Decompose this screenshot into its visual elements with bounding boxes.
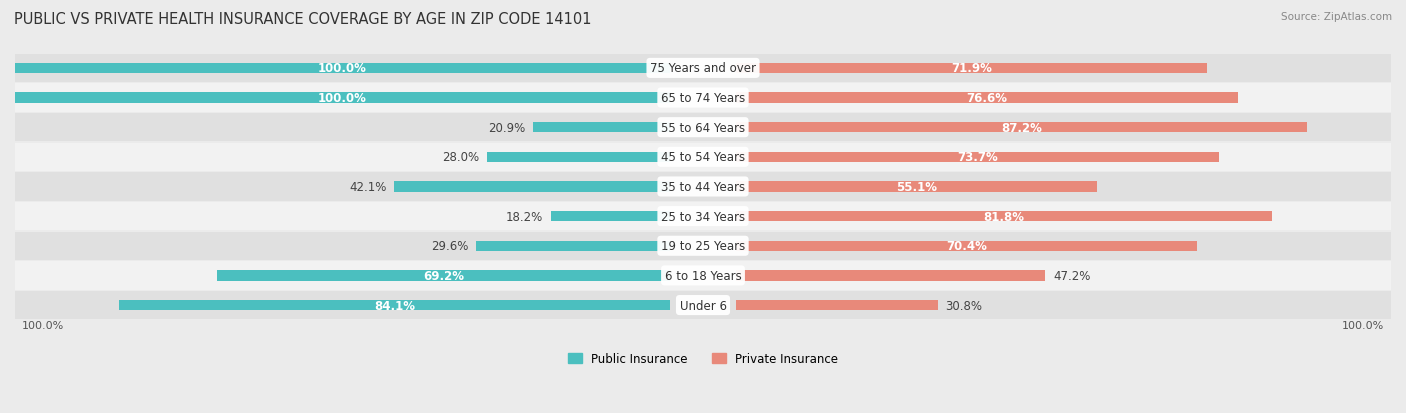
Bar	[15, 93, 671, 104]
Bar	[15, 55, 1391, 83]
Bar	[15, 143, 1391, 171]
Bar	[15, 173, 1391, 201]
Bar	[735, 93, 1237, 104]
Bar	[15, 202, 1391, 230]
Bar	[120, 300, 671, 311]
Text: 29.6%: 29.6%	[432, 240, 468, 253]
Bar	[15, 262, 1391, 290]
Text: 6 to 18 Years: 6 to 18 Years	[665, 269, 741, 282]
Bar	[735, 300, 938, 311]
Legend: Public Insurance, Private Insurance: Public Insurance, Private Insurance	[564, 348, 842, 370]
Text: 84.1%: 84.1%	[374, 299, 415, 312]
Bar	[735, 211, 1272, 222]
Text: 18.2%: 18.2%	[506, 210, 543, 223]
Text: Source: ZipAtlas.com: Source: ZipAtlas.com	[1281, 12, 1392, 22]
Text: 28.0%: 28.0%	[441, 151, 479, 164]
Text: 55 to 64 Years: 55 to 64 Years	[661, 121, 745, 134]
Text: 100.0%: 100.0%	[1343, 320, 1385, 330]
Text: 69.2%: 69.2%	[423, 269, 464, 282]
Bar	[735, 271, 1045, 281]
Text: 55.1%: 55.1%	[896, 180, 936, 194]
Text: PUBLIC VS PRIVATE HEALTH INSURANCE COVERAGE BY AGE IN ZIP CODE 14101: PUBLIC VS PRIVATE HEALTH INSURANCE COVER…	[14, 12, 592, 27]
Text: 30.8%: 30.8%	[945, 299, 983, 312]
Text: 25 to 34 Years: 25 to 34 Years	[661, 210, 745, 223]
Bar	[735, 64, 1206, 74]
Text: 42.1%: 42.1%	[349, 180, 387, 194]
Bar	[15, 291, 1391, 319]
Bar	[15, 84, 1391, 112]
Bar	[735, 123, 1308, 133]
Bar	[394, 182, 671, 192]
Text: 100.0%: 100.0%	[318, 62, 367, 75]
Bar	[533, 123, 671, 133]
Bar	[735, 152, 1219, 163]
Text: Under 6: Under 6	[679, 299, 727, 312]
Bar	[15, 114, 1391, 142]
Bar	[217, 271, 671, 281]
Text: 65 to 74 Years: 65 to 74 Years	[661, 92, 745, 105]
Bar	[15, 232, 1391, 260]
Text: 81.8%: 81.8%	[983, 210, 1024, 223]
Text: 75 Years and over: 75 Years and over	[650, 62, 756, 75]
Text: 20.9%: 20.9%	[488, 121, 526, 134]
Bar	[735, 241, 1197, 252]
Text: 45 to 54 Years: 45 to 54 Years	[661, 151, 745, 164]
Text: 47.2%: 47.2%	[1053, 269, 1090, 282]
Text: 100.0%: 100.0%	[21, 320, 63, 330]
Bar	[735, 182, 1097, 192]
Text: 73.7%: 73.7%	[957, 151, 998, 164]
Text: 76.6%: 76.6%	[966, 92, 1007, 105]
Text: 35 to 44 Years: 35 to 44 Years	[661, 180, 745, 194]
Text: 70.4%: 70.4%	[946, 240, 987, 253]
Text: 19 to 25 Years: 19 to 25 Years	[661, 240, 745, 253]
Bar	[551, 211, 671, 222]
Text: 100.0%: 100.0%	[318, 92, 367, 105]
Text: 87.2%: 87.2%	[1001, 121, 1042, 134]
Text: 71.9%: 71.9%	[950, 62, 991, 75]
Bar	[15, 64, 671, 74]
Bar	[477, 241, 671, 252]
Bar	[486, 152, 671, 163]
